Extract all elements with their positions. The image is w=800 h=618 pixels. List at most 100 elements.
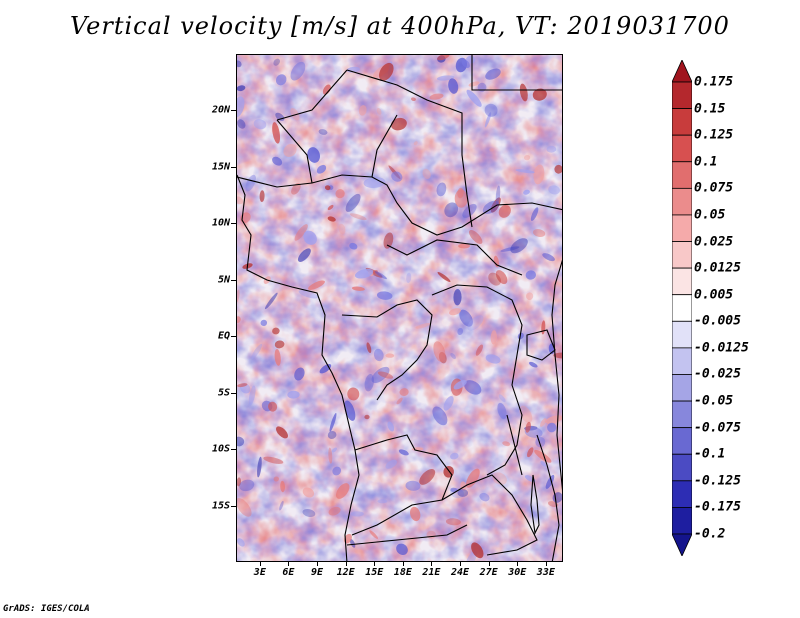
velocity-cell xyxy=(276,426,288,439)
velocity-cell xyxy=(519,83,528,102)
velocity-cell xyxy=(345,193,361,212)
velocity-cell xyxy=(399,388,409,397)
velocity-cell xyxy=(237,538,245,547)
velocity-cell xyxy=(398,449,409,456)
colorbar-top-triangle xyxy=(672,60,692,83)
velocity-cell xyxy=(457,327,464,336)
colorbar-label: -0.0125 xyxy=(694,340,749,356)
velocity-cell xyxy=(237,498,252,517)
map-title: Vertical velocity [m/s] at 400hPa, VT: 2… xyxy=(70,12,730,40)
velocity-cell xyxy=(391,171,403,182)
lat-tick-mark xyxy=(231,166,236,168)
velocity-cell xyxy=(422,168,431,179)
lon-tick-mark xyxy=(545,562,547,566)
velocity-cell xyxy=(448,78,459,94)
velocity-cell xyxy=(279,500,284,511)
lon-tick-mark xyxy=(259,562,261,566)
velocity-cell xyxy=(290,108,300,121)
velocity-cell xyxy=(354,268,374,279)
velocity-cell xyxy=(468,81,480,87)
velocity-cell xyxy=(532,88,547,101)
border-sahel xyxy=(237,174,562,236)
colorbar-label: 0.15 xyxy=(694,101,726,117)
velocity-cell xyxy=(419,468,436,485)
velocity-cell xyxy=(274,340,285,349)
colorbar-label: -0.05 xyxy=(694,393,734,409)
colorbar-box xyxy=(672,108,692,136)
lat-tick-label: EQ xyxy=(217,330,230,342)
velocity-cell xyxy=(450,452,459,460)
velocity-cell xyxy=(457,187,464,199)
velocity-cell xyxy=(257,456,262,478)
velocity-cell xyxy=(376,108,382,115)
border-egypt xyxy=(471,55,562,91)
colorbar-label: -0.005 xyxy=(694,313,741,329)
lat-tick-label: 5S xyxy=(217,387,230,399)
country-borders xyxy=(237,55,562,561)
colorbar-label: 0.025 xyxy=(694,234,734,250)
velocity-cell xyxy=(468,229,483,245)
velocity-cell xyxy=(525,292,534,300)
velocity-cell xyxy=(437,55,450,61)
velocity-cell xyxy=(302,487,315,498)
velocity-cell xyxy=(519,405,533,423)
colorbar-label: -0.075 xyxy=(694,420,741,436)
lon-tick-mark xyxy=(288,562,290,566)
velocity-cell xyxy=(464,380,482,395)
velocity-cell xyxy=(329,412,337,432)
velocity-cell xyxy=(369,530,379,539)
velocity-cell xyxy=(517,332,524,340)
velocity-cell xyxy=(387,421,395,432)
lat-tick-mark xyxy=(231,392,236,394)
velocity-cell xyxy=(324,185,331,191)
velocity-cell xyxy=(287,390,300,399)
border-drc-east xyxy=(431,284,523,476)
velocity-cell xyxy=(385,353,395,358)
velocity-cell xyxy=(542,253,555,262)
border-congo xyxy=(341,299,433,401)
colorbar-box xyxy=(672,214,692,242)
velocity-cell xyxy=(248,385,256,406)
colorbar-box xyxy=(672,294,692,322)
velocity-cell xyxy=(302,509,316,517)
velocity-cell xyxy=(273,476,279,482)
border-lake-tanganyika xyxy=(506,414,523,476)
border-lake-malawi xyxy=(530,474,540,535)
velocity-cell xyxy=(490,330,497,345)
lon-tick-label: 15E xyxy=(365,567,384,578)
velocity-cell xyxy=(294,367,305,381)
velocity-cell xyxy=(374,271,387,280)
lon-tick-label: 33E xyxy=(536,567,555,578)
velocity-cell xyxy=(349,213,367,221)
velocity-cell xyxy=(347,387,360,401)
credit-text: GrADS: IGES/COLA xyxy=(3,604,90,614)
velocity-cell xyxy=(436,75,455,81)
velocity-cell xyxy=(471,542,484,559)
velocity-cell xyxy=(237,316,241,323)
velocity-cell xyxy=(524,154,531,161)
colorbar-bottom-triangle xyxy=(672,533,692,556)
border-coast-west xyxy=(237,174,360,561)
velocity-cell xyxy=(328,447,333,464)
velocity-cell xyxy=(498,204,511,218)
colorbar-label: 0.005 xyxy=(694,287,734,303)
lon-tick-label: 6E xyxy=(282,567,295,578)
velocity-cell xyxy=(453,289,462,306)
velocity-cell xyxy=(338,223,346,235)
border-mozambique xyxy=(536,434,560,561)
velocity-cell xyxy=(283,144,297,157)
lon-tick-mark xyxy=(402,562,404,566)
velocity-cell xyxy=(376,291,393,300)
velocity-cell xyxy=(358,105,367,116)
colorbar-label: 0.05 xyxy=(694,207,726,223)
lon-tick-label: 24E xyxy=(451,567,470,578)
lat-tick-mark xyxy=(231,223,236,225)
velocity-cell xyxy=(540,461,547,467)
velocity-cell xyxy=(264,292,278,310)
velocity-cell xyxy=(385,459,397,469)
velocity-cell xyxy=(443,396,454,411)
velocity-cell xyxy=(534,449,552,463)
velocity-cell xyxy=(495,270,508,285)
velocity-cell xyxy=(498,394,506,403)
velocity-cell xyxy=(294,224,308,241)
